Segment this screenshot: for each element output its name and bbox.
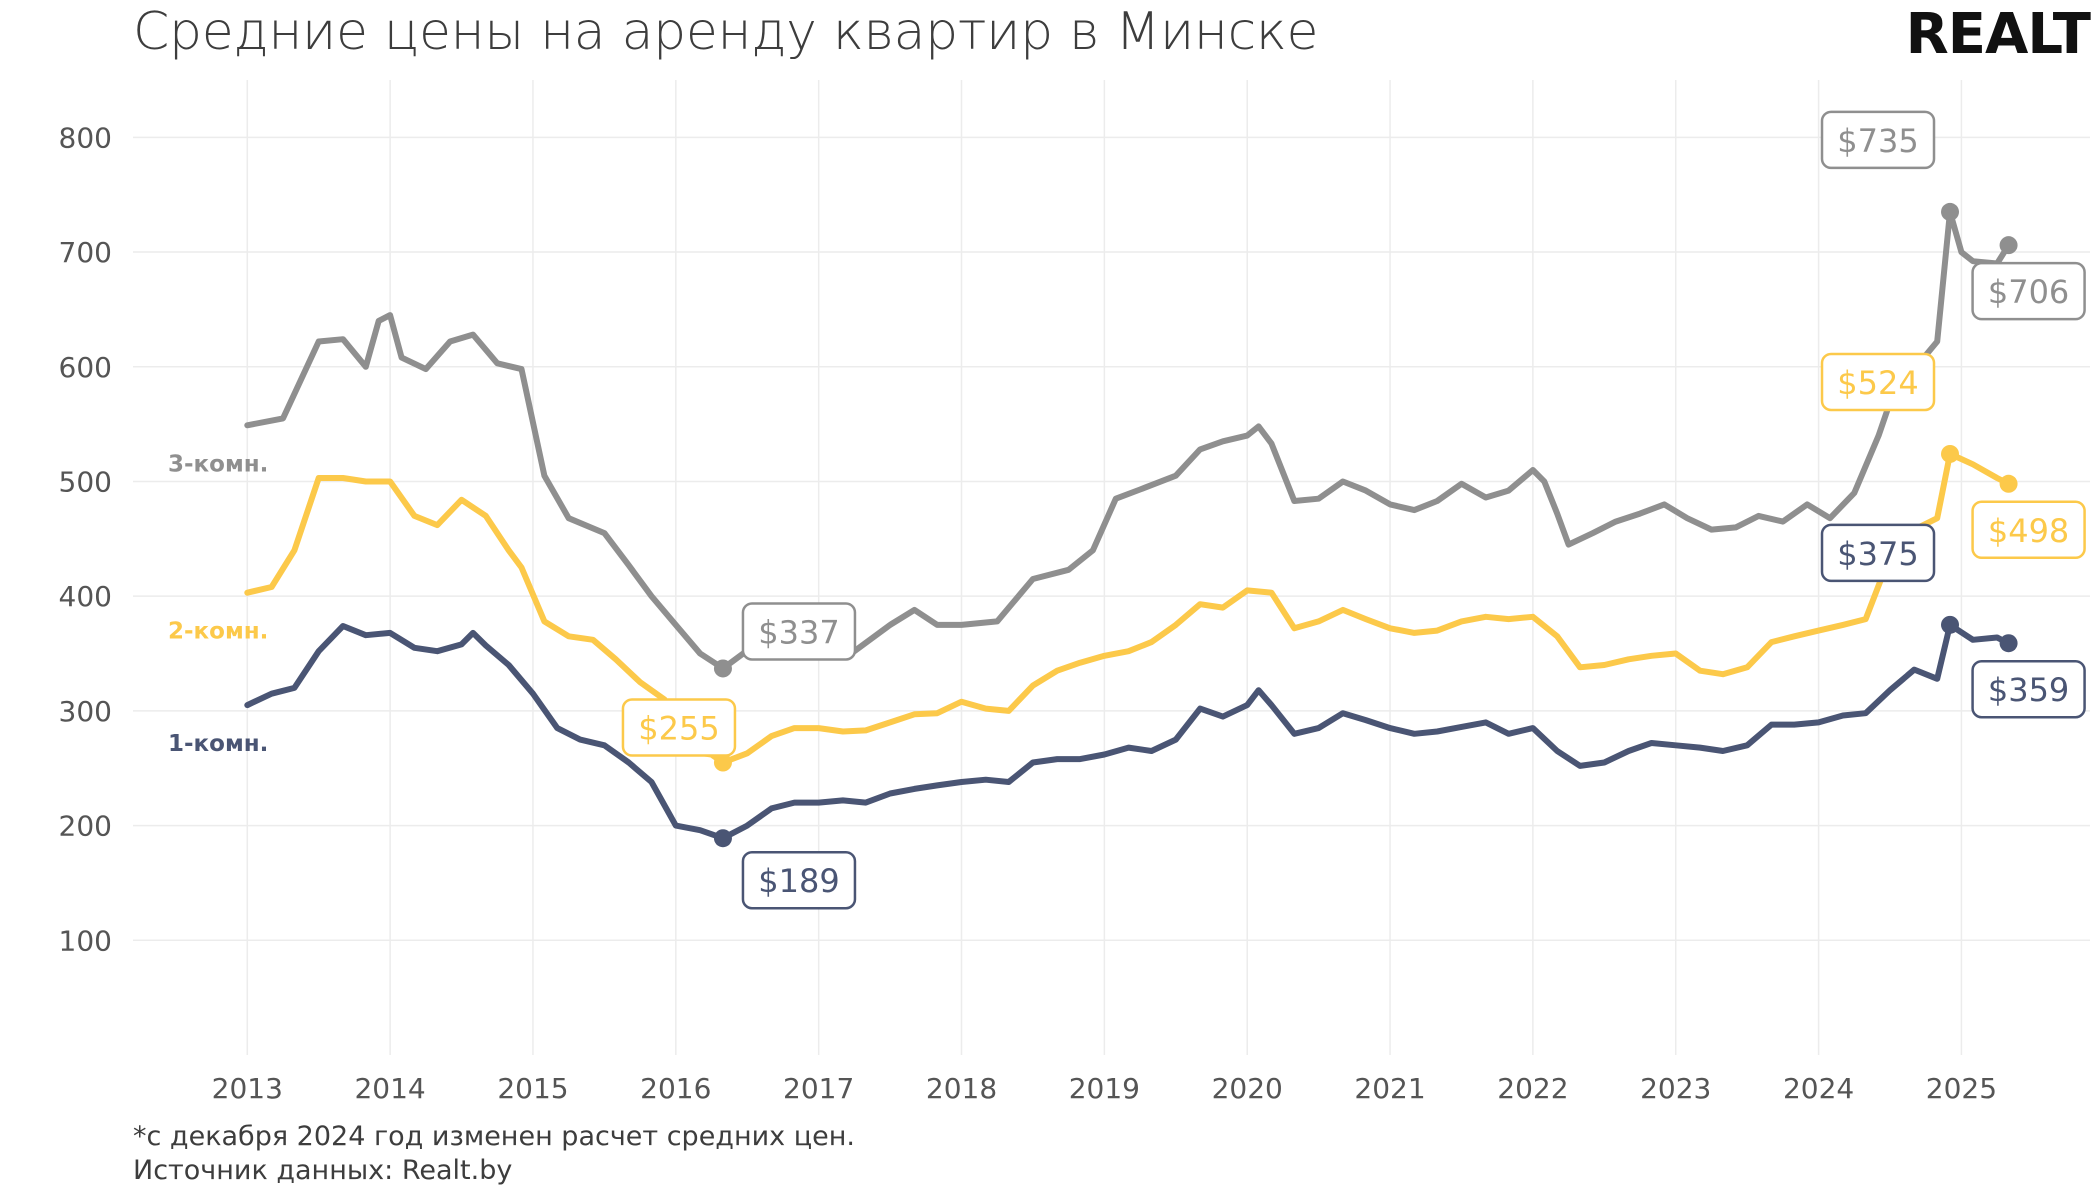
callout-box — [1971, 261, 2086, 321]
x-tick-label: 2019 — [1069, 1072, 1140, 1105]
x-tick-label: 2016 — [640, 1072, 711, 1105]
callout-label: $375 — [1837, 535, 1918, 573]
callout-box — [1820, 523, 1936, 583]
callout-label: $498 — [1988, 512, 2069, 550]
x-tick-label: 2025 — [1926, 1072, 1997, 1105]
callout-box — [741, 850, 857, 910]
x-tick-label: 2022 — [1497, 1072, 1568, 1105]
y-tick-label: 500 — [59, 465, 112, 498]
callout-box — [1971, 659, 2086, 719]
x-tick-label: 2015 — [497, 1072, 568, 1105]
callout-box — [741, 602, 857, 661]
callout-point — [1941, 615, 1960, 634]
series-lines — [244, 208, 2012, 842]
callout-label: $524 — [1837, 364, 1918, 402]
series-label-1: 3-комн. — [168, 451, 268, 477]
callout-box — [621, 698, 737, 757]
series-line-1 — [244, 208, 2012, 672]
x-tick-label: 2020 — [1212, 1072, 1283, 1105]
x-axis-ticks: 2013 2014 2015 2016 2017 2018 2019 2020 2021 2022… — [212, 1072, 1997, 1105]
callout-point — [1941, 444, 1960, 463]
y-tick-label: 800 — [59, 121, 112, 154]
realt-logo: REALT — [1905, 2, 2091, 67]
footnote-source: Источник данных: Realt.by — [133, 1155, 513, 1186]
callout-point — [713, 829, 732, 848]
callout-label: $735 — [1837, 122, 1918, 160]
footnote-note: *с декабря 2024 год изменен расчет средн… — [133, 1121, 855, 1152]
series-label-3: 1-комн. — [168, 731, 268, 757]
chart-grid — [133, 80, 2090, 1055]
chart-title: Средние цены на аренду квартир в Минске — [133, 2, 1319, 62]
series-line-2 — [244, 450, 2012, 766]
callout-point — [1941, 202, 1960, 221]
callout-point — [1999, 634, 2018, 653]
x-tick-label: 2024 — [1783, 1072, 1854, 1105]
x-tick-label: 2017 — [783, 1072, 854, 1105]
y-axis-ticks: 100 200 300 400 500 600 700 800 — [59, 121, 112, 957]
callout-point — [713, 659, 732, 678]
x-tick-label: 2023 — [1640, 1072, 1711, 1105]
value-callouts: $337 $735 $706 $255 $524 $498 $189 $375 $359 — [621, 110, 2086, 910]
callout-point — [1999, 474, 2018, 493]
callout-point — [713, 753, 732, 772]
series-labels: 3-комн. 2-комн. 1-комн. — [168, 451, 268, 757]
series-line-3 — [244, 621, 2012, 842]
callout-label: $359 — [1988, 671, 2069, 709]
y-tick-label: 200 — [59, 810, 112, 843]
x-tick-label: 2014 — [354, 1072, 425, 1105]
callout-label: $706 — [1988, 273, 2069, 311]
y-tick-label: 400 — [59, 580, 112, 613]
callout-label: $255 — [638, 710, 719, 748]
footnote: *с декабря 2024 год изменен расчет средн… — [133, 1120, 855, 1188]
callout-label: $189 — [758, 862, 839, 900]
callout-label: $337 — [758, 613, 839, 651]
callout-box — [1820, 352, 1936, 412]
x-tick-label: 2018 — [926, 1072, 997, 1105]
callout-box — [1971, 500, 2086, 560]
callout-point — [1999, 236, 2018, 255]
y-tick-label: 700 — [59, 236, 112, 269]
x-tick-label: 2021 — [1354, 1072, 1425, 1105]
y-tick-label: 300 — [59, 695, 112, 728]
series-label-2: 2-комн. — [168, 619, 268, 645]
y-tick-label: 100 — [59, 924, 112, 957]
x-tick-label: 2013 — [212, 1072, 283, 1105]
y-tick-label: 600 — [59, 351, 112, 384]
callout-box — [1820, 110, 1936, 170]
